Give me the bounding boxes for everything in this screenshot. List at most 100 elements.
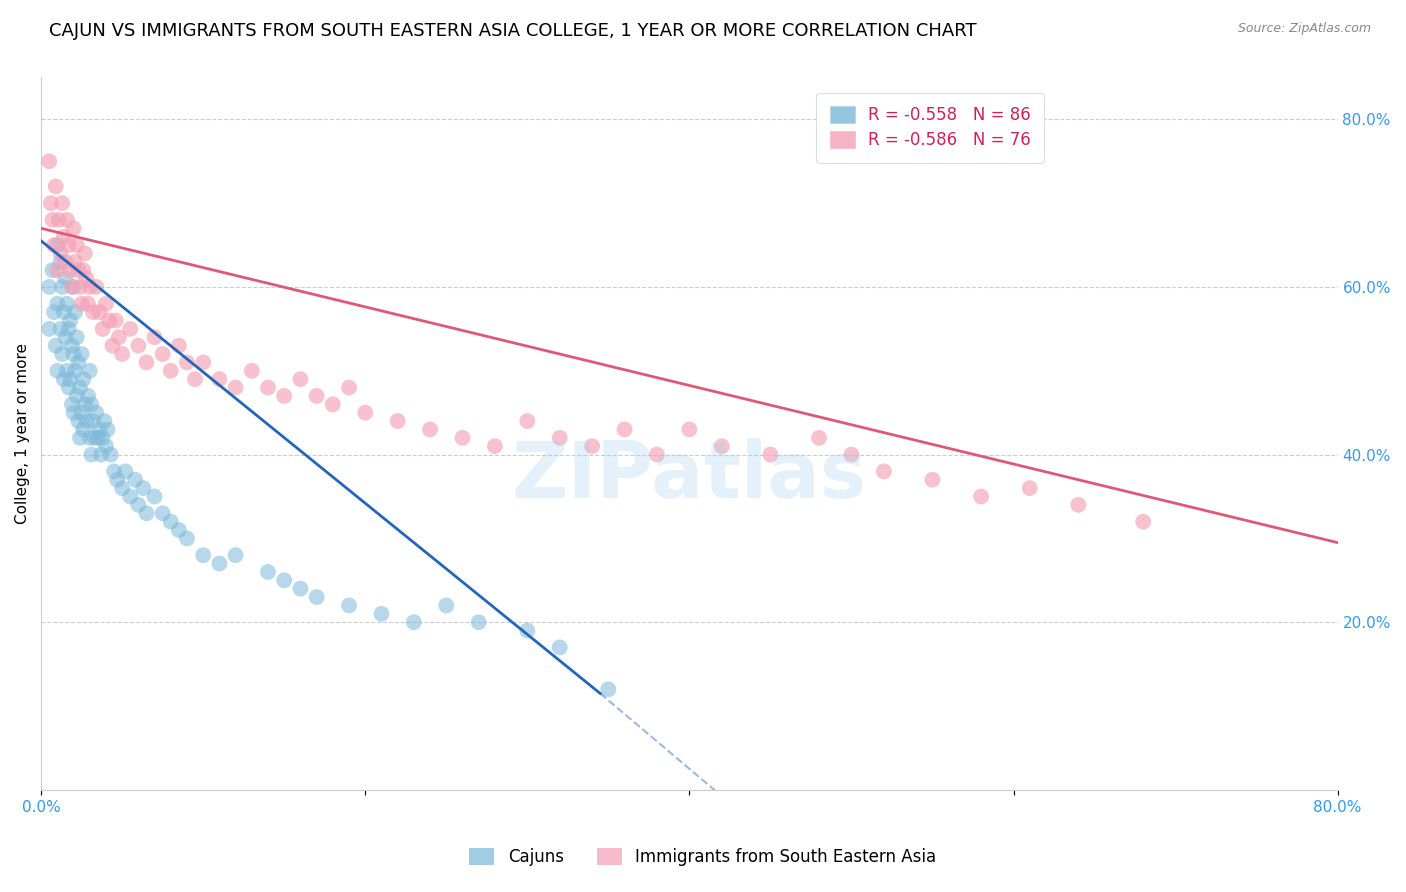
- Point: [56, 213, 79, 227]
- Point: [49, 246, 72, 260]
- Point: [176, 355, 198, 369]
- Point: [56, 297, 79, 311]
- Point: [63, 364, 86, 378]
- Point: [103, 464, 125, 478]
- Point: [77, 297, 100, 311]
- Point: [38, 280, 60, 294]
- Point: [257, 380, 280, 394]
- Point: [41, 263, 63, 277]
- Point: [101, 338, 124, 352]
- Point: [38, 154, 60, 169]
- Point: [759, 448, 782, 462]
- Point: [1067, 498, 1090, 512]
- Point: [208, 372, 231, 386]
- Point: [55, 330, 77, 344]
- Point: [51, 280, 73, 294]
- Point: [89, 305, 111, 319]
- Point: [108, 330, 131, 344]
- Point: [60, 397, 83, 411]
- Legend: Cajuns, Immigrants from South Eastern Asia: Cajuns, Immigrants from South Eastern As…: [461, 840, 945, 875]
- Point: [370, 607, 392, 621]
- Point: [290, 582, 312, 596]
- Point: [52, 229, 75, 244]
- Point: [83, 431, 105, 445]
- Point: [111, 481, 134, 495]
- Point: [72, 372, 94, 386]
- Point: [193, 548, 215, 562]
- Point: [67, 355, 90, 369]
- Point: [135, 506, 157, 520]
- Point: [79, 280, 101, 294]
- Point: [60, 280, 83, 294]
- Point: [678, 422, 700, 436]
- Point: [79, 431, 101, 445]
- Point: [105, 473, 128, 487]
- Text: Source: ZipAtlas.com: Source: ZipAtlas.com: [1237, 22, 1371, 36]
- Point: [79, 364, 101, 378]
- Point: [143, 330, 166, 344]
- Point: [808, 431, 831, 445]
- Point: [72, 422, 94, 436]
- Point: [176, 532, 198, 546]
- Point: [42, 305, 65, 319]
- Point: [80, 397, 103, 411]
- Point: [516, 624, 538, 638]
- Point: [451, 431, 474, 445]
- Point: [193, 355, 215, 369]
- Point: [257, 565, 280, 579]
- Point: [120, 322, 142, 336]
- Point: [419, 422, 441, 436]
- Point: [48, 213, 70, 227]
- Point: [305, 389, 328, 403]
- Point: [66, 389, 89, 403]
- Point: [337, 599, 360, 613]
- Point: [548, 640, 571, 655]
- Point: [76, 414, 98, 428]
- Point: [337, 380, 360, 394]
- Point: [82, 414, 104, 428]
- Point: [41, 213, 63, 227]
- Point: [42, 238, 65, 252]
- Point: [240, 364, 263, 378]
- Point: [87, 431, 110, 445]
- Point: [93, 414, 115, 428]
- Point: [120, 490, 142, 504]
- Point: [104, 313, 127, 327]
- Point: [62, 347, 84, 361]
- Point: [290, 372, 312, 386]
- Point: [49, 255, 72, 269]
- Point: [58, 238, 80, 252]
- Point: [46, 364, 69, 378]
- Point: [208, 557, 231, 571]
- Point: [225, 548, 247, 562]
- Point: [516, 414, 538, 428]
- Point: [70, 406, 93, 420]
- Point: [55, 271, 77, 285]
- Point: [90, 448, 112, 462]
- Point: [46, 297, 69, 311]
- Point: [167, 338, 190, 352]
- Point: [52, 372, 75, 386]
- Point: [84, 406, 107, 420]
- Point: [73, 397, 96, 411]
- Y-axis label: College, 1 year or more: College, 1 year or more: [15, 343, 30, 524]
- Point: [67, 414, 90, 428]
- Point: [402, 615, 425, 630]
- Point: [484, 439, 506, 453]
- Point: [152, 506, 174, 520]
- Point: [80, 448, 103, 462]
- Point: [69, 431, 91, 445]
- Point: [548, 431, 571, 445]
- Point: [70, 297, 93, 311]
- Point: [66, 330, 89, 344]
- Point: [66, 238, 89, 252]
- Point: [127, 338, 149, 352]
- Point: [60, 338, 83, 352]
- Point: [100, 448, 122, 462]
- Point: [970, 490, 993, 504]
- Point: [159, 364, 181, 378]
- Point: [94, 439, 117, 453]
- Point: [59, 313, 82, 327]
- Point: [46, 263, 69, 277]
- Point: [46, 238, 69, 252]
